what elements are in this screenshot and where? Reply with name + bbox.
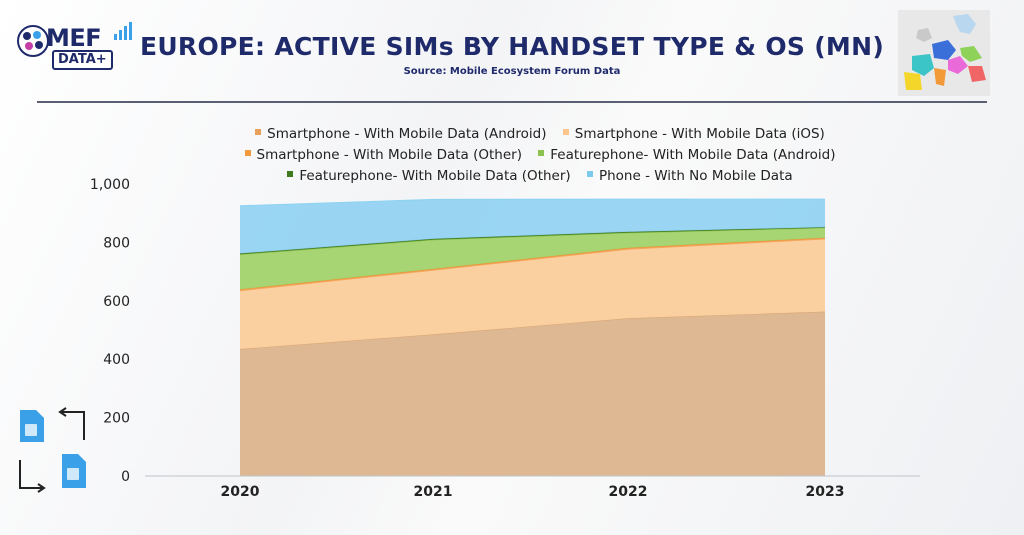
x-tick-label: 2022 <box>609 484 648 500</box>
source-note: Source: Mobile Ecosystem Forum Data <box>403 66 621 77</box>
legend-swatch <box>562 129 569 135</box>
legend-label: Smartphone - With Mobile Data (iOS) <box>574 126 825 142</box>
mef-globe-icon <box>17 25 49 57</box>
legend-item: Smartphone - With Mobile Data (Android) <box>255 124 546 145</box>
legend-swatch <box>538 150 545 156</box>
x-tick-label: 2021 <box>414 484 453 500</box>
page-title: EUROPE: ACTIVE SIMs BY HANDSET TYPE & OS… <box>139 32 885 61</box>
legend-label: Featurephone- With Mobile Data (Android) <box>550 147 836 163</box>
legend-label: Featurephone- With Mobile Data (Other) <box>299 168 571 184</box>
chart-legend: Smartphone - With Mobile Data (Android) … <box>140 124 940 187</box>
y-tick-label: 600 <box>103 294 130 310</box>
area-edge-3 <box>239 237 826 290</box>
legend-swatch <box>586 171 593 177</box>
x-tick-label: 2023 <box>806 484 845 500</box>
area-series-2 <box>240 238 825 349</box>
area-edge-6 <box>239 198 825 207</box>
area-series-6 <box>240 199 825 254</box>
legend-item: Featurephone- With Mobile Data (Android) <box>538 145 835 166</box>
y-tick-label: 200 <box>103 411 130 427</box>
y-tick-label: 400 <box>103 352 130 368</box>
legend-swatch <box>255 129 262 135</box>
legend-item: Featurephone- With Mobile Data (Other) <box>287 166 571 187</box>
y-tick-label: 1,000 <box>90 177 130 193</box>
legend-item: Smartphone - With Mobile Data (Other) <box>244 145 522 166</box>
legend-swatch <box>244 150 251 156</box>
legend-item: Phone - With No Mobile Data <box>586 166 793 187</box>
legend-item: Smartphone - With Mobile Data (iOS) <box>562 124 825 145</box>
x-tick-label: 2020 <box>221 484 260 500</box>
legend-label: Phone - With No Mobile Data <box>598 168 793 184</box>
header-divider <box>37 101 987 103</box>
y-tick-label: 0 <box>121 469 130 485</box>
area-edge-1 <box>239 311 826 350</box>
y-tick-label: 800 <box>103 235 130 251</box>
legend-label: Smartphone - With Mobile Data (Other) <box>256 147 522 163</box>
mef-data-logo: MEF DATA+ <box>16 20 138 76</box>
sim-swap-icon <box>19 407 86 493</box>
area-series-4 <box>240 227 825 290</box>
europe-map-icon <box>898 10 990 96</box>
logo-text: MEF <box>46 24 102 52</box>
growth-bars-icon <box>114 22 132 40</box>
area-series-1 <box>240 311 825 476</box>
logo-subtext: DATA+ <box>52 50 113 70</box>
legend-swatch <box>287 171 294 177</box>
legend-label: Smartphone - With Mobile Data (Android) <box>267 126 547 142</box>
